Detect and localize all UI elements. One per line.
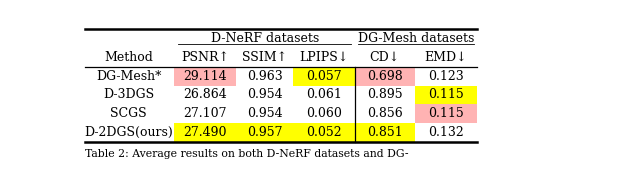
Bar: [293, 123, 355, 142]
Text: 0.895: 0.895: [367, 88, 403, 102]
Text: EMD↓: EMD↓: [424, 51, 467, 64]
Text: CD↓: CD↓: [369, 51, 399, 64]
Text: D-2DGS(ours): D-2DGS(ours): [84, 126, 173, 139]
Text: 0.052: 0.052: [306, 126, 342, 139]
Text: SCGS: SCGS: [110, 107, 147, 120]
Bar: [236, 123, 293, 142]
Text: LPIPS↓: LPIPS↓: [300, 51, 349, 64]
Text: 29.114: 29.114: [183, 70, 227, 83]
Text: D-3DGS: D-3DGS: [103, 88, 154, 102]
Text: 0.851: 0.851: [367, 126, 403, 139]
Text: DG-Mesh datasets: DG-Mesh datasets: [358, 32, 474, 45]
Text: PSNR↑: PSNR↑: [181, 51, 229, 64]
Text: 0.132: 0.132: [428, 126, 463, 139]
Text: 26.864: 26.864: [183, 88, 227, 102]
Text: 27.490: 27.490: [183, 126, 227, 139]
Bar: [355, 123, 415, 142]
Text: Table 2: Average results on both D-NeRF datasets and DG-: Table 2: Average results on both D-NeRF …: [85, 149, 408, 159]
Text: 0.963: 0.963: [246, 70, 282, 83]
Text: 0.123: 0.123: [428, 70, 463, 83]
Bar: [355, 67, 415, 86]
Text: 0.060: 0.060: [306, 107, 342, 120]
Text: 0.057: 0.057: [306, 70, 342, 83]
Bar: [174, 67, 236, 86]
Text: D-NeRF datasets: D-NeRF datasets: [211, 32, 319, 45]
Text: 0.954: 0.954: [246, 88, 282, 102]
Text: 0.115: 0.115: [428, 107, 463, 120]
Text: 0.954: 0.954: [246, 107, 282, 120]
Text: 0.957: 0.957: [247, 126, 282, 139]
Text: DG-Mesh*: DG-Mesh*: [96, 70, 161, 83]
Text: Method: Method: [104, 51, 153, 64]
Bar: [174, 123, 236, 142]
Bar: [415, 104, 477, 123]
Text: 0.698: 0.698: [367, 70, 403, 83]
Text: SSIM↑: SSIM↑: [242, 51, 287, 64]
Bar: [415, 86, 477, 104]
Text: 0.115: 0.115: [428, 88, 463, 102]
Text: 0.856: 0.856: [367, 107, 403, 120]
Bar: [293, 67, 355, 86]
Text: 0.061: 0.061: [306, 88, 342, 102]
Text: 27.107: 27.107: [183, 107, 227, 120]
